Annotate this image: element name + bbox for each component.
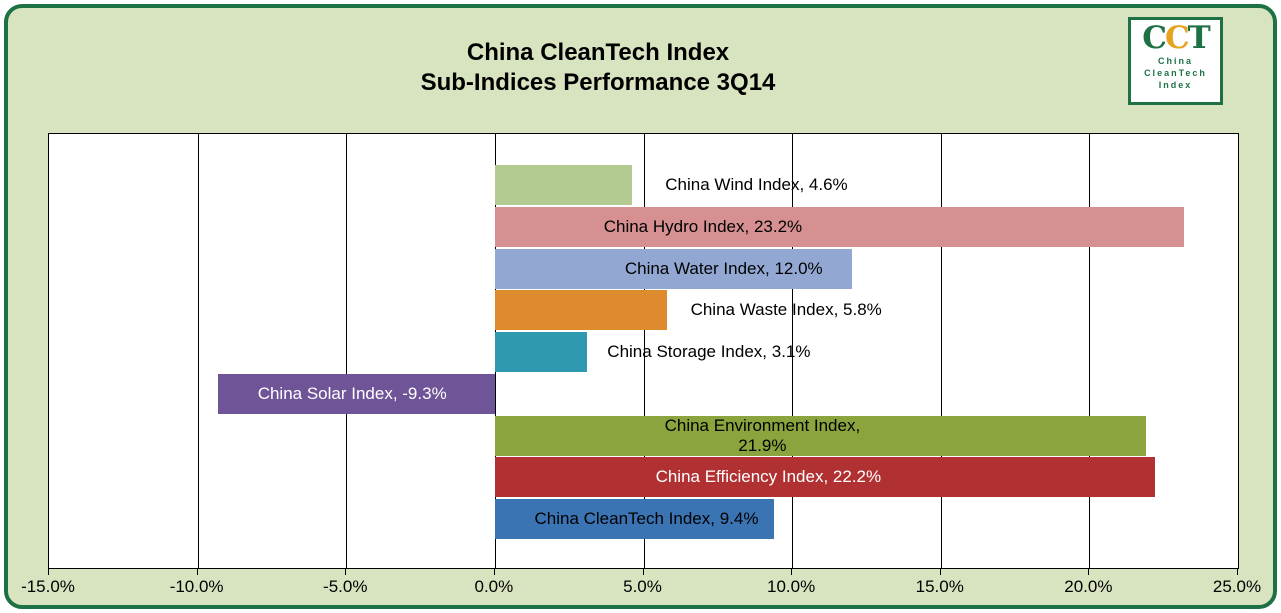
x-tick--10 <box>196 568 198 575</box>
bar-label-line: China Solar Index, -9.3% <box>257 383 447 403</box>
cct-logo-text-line2: CleanTech <box>1144 68 1207 78</box>
bar-china-efficiency-index <box>494 457 1155 498</box>
bar-china-wind-index <box>494 165 632 205</box>
bar-label-china-waste-index: China Waste Index, 5.8% <box>691 290 882 330</box>
gridline-10 <box>792 134 794 568</box>
x-tick--5 <box>345 568 347 575</box>
bar-china-solar-index <box>218 373 495 414</box>
x-tick-label-20: 20.0% <box>1064 577 1113 596</box>
chart-title: China CleanTech Index Sub-Indices Perfor… <box>0 38 1196 98</box>
bar-china-hydro-index <box>494 206 1185 247</box>
bar-label-line: China Hydro Index, 23.2% <box>603 216 803 236</box>
bar-china-environment-index <box>494 415 1146 456</box>
x-tick-0 <box>493 568 495 575</box>
x-tick-label-15: 15.0% <box>915 577 964 596</box>
bar-label-line: China Water Index, 12.0% <box>624 258 823 278</box>
cct-letter-t: T <box>1187 20 1211 56</box>
cct-letter-c2: C <box>1164 20 1190 56</box>
bar-china-cleantech-index <box>494 499 775 539</box>
x-tick-label-5: 5.0% <box>623 577 662 596</box>
x-tick-20 <box>1088 568 1090 575</box>
gridline-15 <box>940 134 942 568</box>
cct-logo-text-line3: Index <box>1158 80 1193 90</box>
bar-label-china-cleantech-index: China CleanTech Index, 9.4% <box>534 499 758 539</box>
x-tick-label-10: 10.0% <box>767 577 816 596</box>
bar-china-storage-index <box>494 332 588 372</box>
bar-label-line: China Waste Index, 5.8% <box>690 300 882 320</box>
bar-label-line: China CleanTech Index, 9.4% <box>534 509 759 528</box>
x-tick-label--10: -10.0% <box>169 577 224 596</box>
bar-label-line: 21.9% <box>738 435 787 455</box>
x-tick-label--5: -5.0% <box>323 577 368 596</box>
x-axis: -15.0% -10.0% -5.0% 0.0% 5.0% 10.0% 15.0% 20.0%… <box>21 568 1261 608</box>
bar-china-water-index <box>494 248 852 289</box>
gridline-5 <box>643 134 645 568</box>
bar-label-line: China Storage Index, 3.1% <box>607 342 811 361</box>
bar-label-line: China Wind Index, 4.6% <box>665 175 848 194</box>
bar-label-china-efficiency-index: China Efficiency Index, 22.2% <box>656 457 882 497</box>
bar-label-china-hydro-index: China Hydro Index, 23.2% <box>604 207 802 247</box>
gridline--5 <box>346 134 348 568</box>
x-tick--15 <box>48 568 49 575</box>
gridline-20 <box>1089 134 1091 568</box>
x-tick-label-25: 25.0% <box>1212 577 1262 596</box>
x-tick-label--15: -15.0% <box>21 577 75 596</box>
bar-china-waste-index <box>494 290 668 331</box>
gridline--10 <box>197 134 199 568</box>
x-tick-15 <box>939 568 941 575</box>
cct-logo-acronym: CCT <box>1131 22 1220 55</box>
bar-label-china-environment-index: China Environment Index, 21.9% <box>665 416 861 456</box>
cct-logo: CCT China CleanTech Index <box>1128 17 1223 105</box>
cct-logo-text-line1: China <box>1157 56 1193 66</box>
plot-area: China Wind Index, 4.6% China Hydro Index,… <box>48 133 1239 569</box>
bar-label-china-solar-index: China Solar Index, -9.3% <box>258 374 447 414</box>
x-tick-5 <box>642 568 644 575</box>
cct-logo-text: China CleanTech Index <box>1131 55 1220 91</box>
chart-title-line1: China CleanTech Index <box>466 39 730 66</box>
bar-label-line: China Efficiency Index, 22.2% <box>655 467 882 487</box>
bar-label-china-storage-index: China Storage Index, 3.1% <box>607 332 810 372</box>
x-tick-10 <box>791 568 793 575</box>
cct-letter-c1: C <box>1142 20 1167 56</box>
bar-label-line: China Environment Index, <box>664 415 861 435</box>
chart-title-line2: Sub-Indices Performance 3Q14 <box>420 69 776 96</box>
x-tick-label-0: 0.0% <box>474 577 514 596</box>
bar-label-china-water-index: China Water Index, 12.0% <box>625 249 823 289</box>
bar-label-china-wind-index: China Wind Index, 4.6% <box>665 165 847 205</box>
x-tick-25 <box>1237 568 1238 575</box>
